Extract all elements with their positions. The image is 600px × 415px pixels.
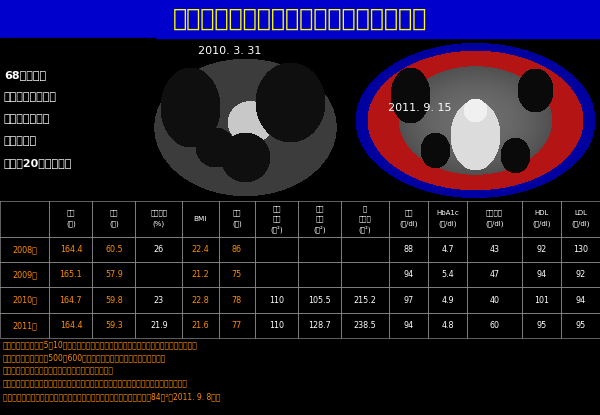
Text: 86: 86 xyxy=(232,245,242,254)
Text: 165.1: 165.1 xyxy=(59,271,82,279)
Text: 脂肪量: 脂肪量 xyxy=(359,216,371,222)
Text: 26: 26 xyxy=(154,245,164,254)
Text: (㎝): (㎝) xyxy=(66,221,76,227)
Text: (㎝²): (㎝²) xyxy=(270,225,283,233)
Text: １日20セット以上: １日20セット以上 xyxy=(4,158,73,168)
Text: 88: 88 xyxy=(404,245,413,254)
Text: ５回の呼吸法で: ５回の呼吸法で xyxy=(4,114,50,124)
Bar xyxy=(0,0,600,38)
Text: 110: 110 xyxy=(269,295,284,305)
Text: このデータの推移は5～10秒で吐き出す浦添式禅の呼吸法と夕食の咀嚼法と野菜サラダ摂取: このデータの推移は5～10秒で吐き出す浦添式禅の呼吸法と夕食の咀嚼法と野菜サラダ… xyxy=(3,340,198,349)
Text: 164.4: 164.4 xyxy=(59,321,82,330)
Text: 21.9: 21.9 xyxy=(150,321,167,330)
Text: 94: 94 xyxy=(404,271,414,279)
Text: 94: 94 xyxy=(575,295,586,305)
Text: 血糖: 血糖 xyxy=(404,210,413,216)
Text: 内臓: 内臓 xyxy=(272,206,281,212)
Text: 101: 101 xyxy=(534,295,549,305)
Text: 47: 47 xyxy=(490,271,500,279)
Text: 215.2: 215.2 xyxy=(353,295,377,305)
Bar xyxy=(0,201,600,338)
Text: (㎎/dl): (㎎/dl) xyxy=(439,221,457,227)
Text: (㎝²): (㎝²) xyxy=(359,225,371,233)
Text: 月３～４回の夕食の外食、月２～３回の飲み会あり。: 月３～４回の夕食の外食、月２～３回の飲み会あり。 xyxy=(3,366,114,375)
Text: 身長: 身長 xyxy=(67,210,75,216)
Text: 94: 94 xyxy=(404,321,414,330)
Text: 68歳、男性: 68歳、男性 xyxy=(4,70,46,80)
Text: 77: 77 xyxy=(232,321,242,330)
Text: 4.7: 4.7 xyxy=(442,245,454,254)
Text: (%): (%) xyxy=(153,221,165,227)
Text: 増加によるもの。オムロン新開発の内臓脂肪測定装置の内蔵脂肪面積は84㎝²（2011. 9. 8）。: 増加によるもの。オムロン新開発の内臓脂肪測定装置の内蔵脂肪面積は84㎝²（201… xyxy=(3,392,221,401)
Text: 中性脂肪: 中性脂肪 xyxy=(486,210,503,216)
Text: 2011. 9. 15: 2011. 9. 15 xyxy=(388,103,452,113)
Text: 92: 92 xyxy=(575,271,586,279)
Text: 4.9: 4.9 xyxy=(442,295,454,305)
Text: 2011年: 2011年 xyxy=(12,321,37,330)
Text: １セット: １セット xyxy=(4,136,37,146)
Text: 22.8: 22.8 xyxy=(191,295,209,305)
Text: 脂肪: 脂肪 xyxy=(315,216,324,222)
Text: 130: 130 xyxy=(573,245,588,254)
Bar xyxy=(0,38,155,201)
Text: 21.2: 21.2 xyxy=(191,271,209,279)
Text: 体脂肪率: 体脂肪率 xyxy=(150,210,167,216)
Text: 4.8: 4.8 xyxy=(442,321,454,330)
Text: 腹囲: 腹囲 xyxy=(233,210,241,216)
Text: (㎝): (㎝) xyxy=(232,221,242,227)
Text: 97: 97 xyxy=(404,295,414,305)
Text: 体重: 体重 xyxy=(110,210,118,216)
Text: 59.3: 59.3 xyxy=(105,321,123,330)
Text: 総: 総 xyxy=(363,206,367,212)
Text: 164.4: 164.4 xyxy=(59,245,82,254)
Text: 脂肪: 脂肪 xyxy=(272,216,281,222)
Text: 23: 23 xyxy=(154,295,164,305)
Text: （主菜は魚鶏肉系で約500～600キロカロリー）、ウォーキング歴なし。: （主菜は魚鶏肉系で約500～600キロカロリー）、ウォーキング歴なし。 xyxy=(3,353,166,362)
Text: 78: 78 xyxy=(232,295,242,305)
Text: (㎎/dl): (㎎/dl) xyxy=(485,221,504,227)
Text: 60: 60 xyxy=(490,321,500,330)
Text: 110: 110 xyxy=(269,321,284,330)
Text: 43: 43 xyxy=(490,245,500,254)
Text: 95: 95 xyxy=(536,321,547,330)
Text: (㎎/dl): (㎎/dl) xyxy=(571,221,590,227)
Text: 40: 40 xyxy=(490,295,500,305)
Text: (㎏): (㎏) xyxy=(109,221,119,227)
Text: 92: 92 xyxy=(536,245,547,254)
Text: 21.6: 21.6 xyxy=(191,321,209,330)
Text: (㎎/dl): (㎎/dl) xyxy=(400,221,418,227)
Text: 2008年: 2008年 xyxy=(12,245,37,254)
Text: 57.9: 57.9 xyxy=(105,271,123,279)
Text: このライフスタイルでは、腹囲の減少が顕著、内臓脂肪は不変、皮下脂肪量増加は筋肉の: このライフスタイルでは、腹囲の減少が顕著、内臓脂肪は不変、皮下脂肪量増加は筋肉の xyxy=(3,379,188,388)
Text: 2010. 3. 31: 2010. 3. 31 xyxy=(199,46,262,56)
Text: 59.8: 59.8 xyxy=(105,295,123,305)
Text: 105.5: 105.5 xyxy=(308,295,331,305)
Text: HbA1c: HbA1c xyxy=(436,210,459,216)
Text: 浦添式禅の呼吸法: 浦添式禅の呼吸法 xyxy=(4,92,57,102)
Text: 皮下: 皮下 xyxy=(315,206,324,212)
Text: 呼吸法による脂肪減少は、皮下脂肪優位: 呼吸法による脂肪減少は、皮下脂肪優位 xyxy=(173,7,427,31)
Text: 2009年: 2009年 xyxy=(12,271,37,279)
Text: (㎝²): (㎝²) xyxy=(313,225,326,233)
Text: 5.4: 5.4 xyxy=(442,271,454,279)
Text: HDL: HDL xyxy=(534,210,548,216)
Text: 94: 94 xyxy=(536,271,547,279)
Text: 75: 75 xyxy=(232,271,242,279)
Text: BMI: BMI xyxy=(194,216,207,222)
Text: 95: 95 xyxy=(575,321,586,330)
Text: 60.5: 60.5 xyxy=(105,245,122,254)
Text: 164.7: 164.7 xyxy=(59,295,82,305)
Text: 22.4: 22.4 xyxy=(191,245,209,254)
Text: 238.5: 238.5 xyxy=(354,321,376,330)
Text: LDL: LDL xyxy=(574,210,587,216)
Text: 2010年: 2010年 xyxy=(12,295,37,305)
Text: 128.7: 128.7 xyxy=(308,321,331,330)
Text: (㎎/dl): (㎎/dl) xyxy=(532,221,551,227)
